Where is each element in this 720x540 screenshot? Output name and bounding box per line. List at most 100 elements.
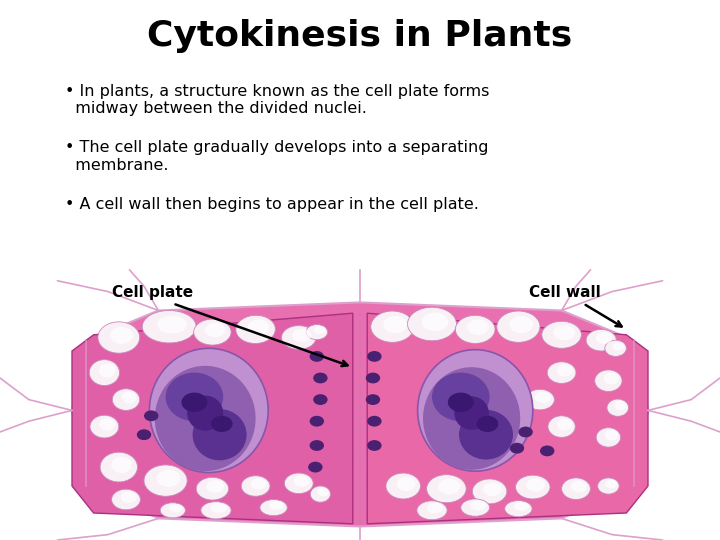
Ellipse shape xyxy=(397,477,415,491)
Text: Cytokinesis in Plants: Cytokinesis in Plants xyxy=(148,19,572,53)
Ellipse shape xyxy=(236,315,275,343)
Ellipse shape xyxy=(596,428,621,447)
Ellipse shape xyxy=(310,351,324,362)
Ellipse shape xyxy=(241,476,270,496)
Polygon shape xyxy=(367,313,648,524)
Ellipse shape xyxy=(607,399,629,416)
Ellipse shape xyxy=(438,479,460,494)
Ellipse shape xyxy=(554,325,575,340)
Ellipse shape xyxy=(472,479,507,504)
Ellipse shape xyxy=(160,503,185,518)
Ellipse shape xyxy=(518,427,533,437)
Ellipse shape xyxy=(384,316,408,333)
Ellipse shape xyxy=(310,440,324,451)
Ellipse shape xyxy=(282,326,316,349)
Polygon shape xyxy=(72,313,353,524)
Text: • In plants, a structure known as the cell plate forms
  midway between the divi: • In plants, a structure known as the ce… xyxy=(65,84,489,116)
Ellipse shape xyxy=(598,478,619,494)
Ellipse shape xyxy=(595,370,622,392)
Ellipse shape xyxy=(144,465,187,496)
Ellipse shape xyxy=(187,395,223,431)
Ellipse shape xyxy=(211,416,233,432)
Ellipse shape xyxy=(497,311,540,342)
Ellipse shape xyxy=(454,396,489,430)
Ellipse shape xyxy=(284,473,313,494)
Ellipse shape xyxy=(423,367,521,470)
Ellipse shape xyxy=(470,501,486,510)
Ellipse shape xyxy=(605,340,626,356)
Ellipse shape xyxy=(313,373,328,383)
Ellipse shape xyxy=(426,503,444,514)
Ellipse shape xyxy=(448,393,474,412)
Ellipse shape xyxy=(201,502,231,519)
Ellipse shape xyxy=(205,323,225,337)
Ellipse shape xyxy=(306,325,328,340)
Ellipse shape xyxy=(89,360,120,386)
Ellipse shape xyxy=(421,313,449,331)
Ellipse shape xyxy=(417,501,447,519)
Ellipse shape xyxy=(313,394,328,405)
Ellipse shape xyxy=(157,470,181,487)
Ellipse shape xyxy=(155,366,256,471)
Ellipse shape xyxy=(408,307,456,341)
Ellipse shape xyxy=(432,373,490,421)
Ellipse shape xyxy=(547,362,576,383)
Ellipse shape xyxy=(510,443,524,454)
Ellipse shape xyxy=(181,393,207,412)
Ellipse shape xyxy=(418,350,533,471)
Text: Cell wall: Cell wall xyxy=(529,285,601,300)
Ellipse shape xyxy=(110,327,133,344)
Ellipse shape xyxy=(269,501,284,510)
Ellipse shape xyxy=(308,462,323,472)
Ellipse shape xyxy=(557,418,572,430)
Ellipse shape xyxy=(112,489,140,510)
Ellipse shape xyxy=(459,410,513,460)
Ellipse shape xyxy=(122,392,136,403)
Ellipse shape xyxy=(193,409,246,460)
Ellipse shape xyxy=(142,310,196,343)
Ellipse shape xyxy=(562,478,590,500)
Ellipse shape xyxy=(121,492,137,503)
Ellipse shape xyxy=(571,481,587,492)
Ellipse shape xyxy=(251,478,266,489)
Ellipse shape xyxy=(310,486,330,502)
Ellipse shape xyxy=(505,501,532,517)
Ellipse shape xyxy=(604,373,618,384)
Ellipse shape xyxy=(207,480,224,493)
Ellipse shape xyxy=(557,364,572,376)
Ellipse shape xyxy=(157,315,187,333)
Ellipse shape xyxy=(137,429,151,440)
Text: • The cell plate gradually develops into a separating
  membrane.: • The cell plate gradually develops into… xyxy=(65,140,488,173)
Ellipse shape xyxy=(526,389,554,410)
Ellipse shape xyxy=(461,499,490,516)
Ellipse shape xyxy=(90,415,119,438)
Ellipse shape xyxy=(477,416,498,432)
Ellipse shape xyxy=(367,351,382,362)
Ellipse shape xyxy=(371,311,414,342)
Ellipse shape xyxy=(615,401,626,410)
Ellipse shape xyxy=(318,488,329,496)
Ellipse shape xyxy=(510,316,533,333)
Ellipse shape xyxy=(540,446,554,456)
Ellipse shape xyxy=(366,394,380,405)
Ellipse shape xyxy=(150,348,268,472)
Ellipse shape xyxy=(595,332,613,344)
Ellipse shape xyxy=(314,326,325,334)
Ellipse shape xyxy=(196,477,228,500)
Ellipse shape xyxy=(613,342,624,350)
Ellipse shape xyxy=(367,416,382,427)
Ellipse shape xyxy=(586,329,616,351)
Ellipse shape xyxy=(535,392,551,403)
Ellipse shape xyxy=(514,502,528,511)
Ellipse shape xyxy=(99,363,116,377)
Ellipse shape xyxy=(294,476,310,487)
Ellipse shape xyxy=(548,416,575,437)
Text: • A cell wall then begins to appear in the cell plate.: • A cell wall then begins to appear in t… xyxy=(65,197,479,212)
Ellipse shape xyxy=(483,482,502,496)
Ellipse shape xyxy=(542,321,582,348)
Ellipse shape xyxy=(194,319,231,345)
Ellipse shape xyxy=(386,473,420,499)
Text: Cell plate: Cell plate xyxy=(112,285,193,300)
Ellipse shape xyxy=(426,475,467,503)
Ellipse shape xyxy=(210,503,228,513)
